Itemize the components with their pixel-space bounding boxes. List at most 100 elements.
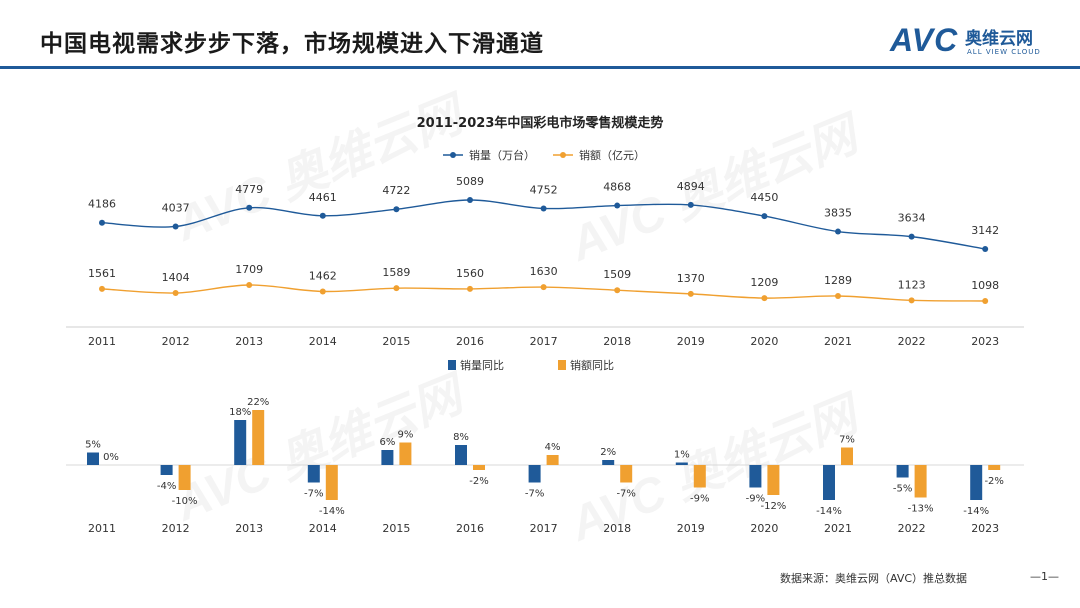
x-tick-label-2015: 2015	[382, 335, 410, 348]
bar-s1-2020	[749, 465, 762, 488]
data-point-s1-2016	[467, 197, 473, 203]
bar-s1-2017	[528, 465, 541, 483]
bar-label-s1-2015: 6%	[379, 437, 395, 448]
bar-s1-2013	[234, 420, 247, 465]
x-tick-label-2022: 2022	[898, 335, 926, 348]
bar-label-s2-2014: -14%	[319, 506, 345, 517]
x-tick-label-2012: 2012	[162, 522, 190, 535]
bar-label-s2-2020: -12%	[760, 501, 786, 512]
chart-title: 2011-2023年中国彩电市场零售规模走势	[417, 115, 664, 131]
bar-s1-2011	[87, 452, 99, 465]
bar-label-s2-2023: -2%	[984, 476, 1003, 487]
bar-s1-2014	[307, 465, 320, 483]
data-label-s2-2011: 1561	[88, 267, 116, 280]
data-label-s2-2020: 1209	[750, 276, 778, 289]
bar-label-s1-2023: -14%	[963, 506, 989, 517]
bar-s1-2018	[602, 460, 615, 465]
data-label-s2-2014: 1462	[309, 269, 337, 282]
data-label-s1-2016: 5089	[456, 175, 484, 188]
data-label-s1-2014: 4461	[309, 191, 337, 204]
bar-label-s1-2018: 2%	[600, 447, 616, 458]
data-label-s2-2023: 1098	[971, 279, 999, 292]
bar-s2-2013	[252, 410, 265, 465]
x-tick-label-2013: 2013	[235, 335, 263, 348]
data-point-s2-2014	[319, 288, 326, 295]
bar-label-s1-2014: -7%	[304, 489, 323, 500]
data-label-s2-2012: 1404	[162, 271, 190, 284]
x-tick-label-2021: 2021	[824, 522, 852, 535]
bar-label-s2-2022: -13%	[908, 504, 934, 515]
bar-chart: 销量同比 销额同比 5%0% 2011 -4% -10% 2012 18%22% 2013 -7%…	[66, 358, 1024, 535]
data-label-s1-2012: 4037	[162, 201, 190, 214]
data-point-s1-2013	[246, 204, 253, 211]
data-point-s1-2012	[172, 223, 179, 230]
bar-label-s1-2021: -14%	[816, 506, 842, 517]
bar-s2-2023	[988, 465, 1001, 470]
legend-swatch-1	[448, 360, 456, 370]
data-label-s1-2011: 4186	[88, 198, 116, 211]
bar-label-s2-2012: -10%	[172, 496, 198, 507]
bar-s2-2021	[841, 447, 853, 465]
legend-label-2: 销额同比	[570, 358, 614, 372]
data-point-s1-2018	[614, 202, 621, 209]
bar-label-s1-2012: -4%	[157, 481, 176, 492]
x-tick-label-2021: 2021	[824, 335, 852, 348]
data-point-s2-2023	[982, 298, 989, 304]
x-tick-label-2012: 2012	[162, 335, 190, 348]
bar-s1-2023	[970, 465, 983, 500]
bar-label-s1-2011: 5%	[85, 440, 101, 451]
bar-label-s2-2011: 0%	[103, 452, 119, 463]
data-label-s1-2023: 3142	[971, 224, 999, 237]
legend-marker-1	[450, 152, 456, 158]
bar-s1-2015	[381, 450, 394, 465]
data-label-s1-2017: 4752	[530, 183, 558, 196]
bar-s2-2015	[399, 442, 412, 465]
x-tick-label-2017: 2017	[530, 522, 558, 535]
page-number: —1—	[1030, 570, 1059, 583]
data-label-s1-2021: 3835	[824, 207, 852, 220]
bar-label-s2-2021: 7%	[839, 435, 855, 446]
data-point-s2-2013	[246, 282, 253, 288]
avc-logo: AVC 奥维云网 ALL VIEW CLOUD	[890, 22, 1060, 62]
bar-label-s2-2016: -2%	[469, 476, 488, 487]
x-tick-label-2014: 2014	[309, 522, 337, 535]
data-point-s2-2018	[614, 287, 621, 294]
bar-label-s2-2015: 9%	[397, 430, 413, 441]
data-label-s1-2020: 4450	[750, 191, 778, 204]
bar-s1-2021	[823, 465, 835, 500]
bar-label-s1-2016: 8%	[453, 432, 469, 443]
data-point-s2-2019	[687, 290, 694, 297]
x-tick-label-2019: 2019	[677, 335, 705, 348]
bar-label-s1-2017: -7%	[525, 489, 544, 500]
data-point-s1-2021	[835, 228, 841, 235]
bar-s1-2016	[455, 445, 467, 465]
data-point-s2-2012	[172, 289, 179, 296]
bar-s1-2019	[675, 462, 688, 465]
data-point-s1-2019	[687, 201, 694, 208]
data-point-s1-2017	[540, 205, 547, 212]
legend-label-2: 销额（亿元）	[579, 148, 645, 162]
x-tick-label-2023: 2023	[971, 335, 999, 348]
data-point-s1-2011	[99, 219, 105, 226]
x-tick-label-2018: 2018	[603, 522, 631, 535]
data-label-s2-2015: 1589	[382, 266, 410, 279]
data-label-s2-2016: 1560	[456, 267, 484, 280]
data-source-note: 数据来源：奥维云网（AVC）推总数据	[780, 572, 968, 585]
legend-label-1: 销量同比	[460, 358, 504, 372]
data-label-s2-2017: 1630	[530, 265, 558, 278]
bar-label-s1-2020: -9%	[746, 494, 765, 505]
data-point-s2-2020	[761, 295, 768, 302]
data-label-s2-2013: 1709	[235, 263, 263, 276]
x-tick-label-2016: 2016	[456, 335, 484, 348]
data-point-s1-2015	[393, 206, 400, 213]
bar-label-s1-2013: 18%	[229, 407, 251, 418]
x-tick-label-2015: 2015	[382, 522, 410, 535]
x-tick-label-2020: 2020	[750, 335, 778, 348]
bar-label-s1-2019: 1%	[674, 450, 690, 461]
bar-label-s2-2018: -7%	[616, 489, 635, 500]
logo-english-name: ALL VIEW CLOUD	[967, 48, 1041, 56]
data-point-s1-2022	[908, 233, 915, 240]
bar-s2-2022	[914, 465, 927, 498]
bar-s2-2014	[325, 465, 338, 500]
